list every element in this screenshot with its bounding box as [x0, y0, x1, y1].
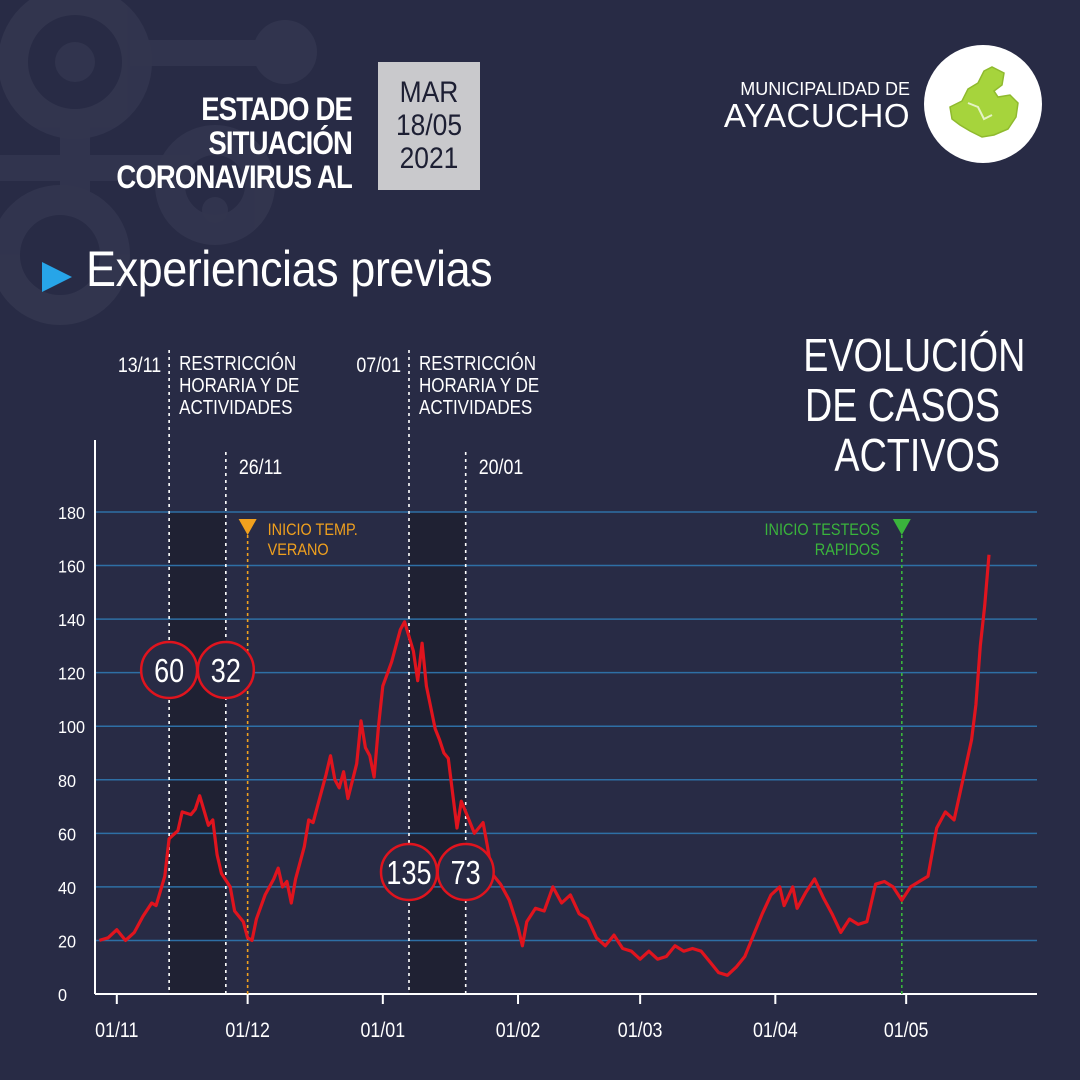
- x-tick-label-01/04: 01/04: [753, 1019, 798, 1043]
- x-tick-label-01/12: 01/12: [225, 1019, 270, 1043]
- event-label-1-1: INICIO TEMP.: [268, 521, 358, 539]
- organization-line1: MUNICIPALIDAD DE: [740, 79, 910, 99]
- organization-name: MUNICIPALIDAD DE AYACUCHO: [700, 80, 910, 132]
- restriction-label-1-3: ACTIVIDADES: [179, 396, 292, 419]
- report-title-line2: CORONAVIRUS AL: [116, 159, 353, 195]
- y-tick-label-180: 180: [58, 503, 85, 523]
- event-label-2-1: INICIO TESTEOS: [765, 521, 880, 539]
- y-tick-label-140: 140: [58, 610, 85, 630]
- restriction-band-1: [169, 512, 226, 994]
- value-badge-text-start-1: 60: [154, 654, 184, 690]
- event-marker-2: [892, 519, 911, 535]
- y-tick-label-40: 40: [58, 878, 76, 898]
- x-tick-label-01/05: 01/05: [884, 1019, 929, 1043]
- active-cases-line: [98, 554, 991, 977]
- y-tick-label-120: 120: [58, 664, 85, 684]
- restriction-band-2: [409, 512, 466, 994]
- event-marker-1: [238, 519, 257, 535]
- chart-title-line1: EVOLUCIÓN: [803, 329, 1026, 381]
- restriction-label-2-2: HORARIA Y DE: [419, 374, 539, 397]
- report-date: MAR 18/05 2021: [378, 62, 480, 190]
- map-logo-icon: [949, 66, 1019, 138]
- municipality-logo: [924, 45, 1042, 163]
- event-label-1-2: VERANO: [268, 541, 329, 559]
- y-tick-label-80: 80: [58, 771, 76, 791]
- restriction-label-1-2: HORARIA Y DE: [179, 374, 299, 397]
- restriction-end-date-2: 20/01: [479, 456, 524, 480]
- chart-title-line2: DE CASOS: [805, 379, 1000, 431]
- chart-title: EVOLUCIÓN DE CASOS ACTIVOS: [803, 329, 1026, 481]
- section-title: Experiencias previas: [86, 241, 493, 297]
- restriction-start-date-2: 07/01: [356, 354, 401, 378]
- x-tick-label-01/03: 01/03: [618, 1019, 663, 1043]
- x-tick-label-01/02: 01/02: [496, 1019, 541, 1043]
- y-tick-label-160: 160: [58, 557, 85, 577]
- y-tick-label-100: 100: [58, 717, 85, 737]
- y-tick-label-0: 0: [58, 985, 67, 1005]
- play-triangle-icon: [42, 262, 72, 292]
- x-tick-label-01/11: 01/11: [95, 1019, 138, 1043]
- report-date-year: 2021: [399, 142, 459, 175]
- restriction-label-1-1: RESTRICCIÓN: [179, 352, 296, 375]
- value-badge-text-start-2: 135: [386, 856, 431, 892]
- report-date-weekday: MAR: [399, 76, 459, 109]
- restriction-label-2-3: ACTIVIDADES: [419, 396, 532, 419]
- report-title: ESTADO DE SITUACIÓN CORONAVIRUS AL: [84, 91, 353, 195]
- y-tick-label-20: 20: [58, 932, 76, 952]
- restriction-end-date-1: 26/11: [239, 456, 282, 480]
- report-date-day: 18/05: [395, 109, 463, 142]
- restriction-label-2-1: RESTRICCIÓN: [419, 352, 536, 375]
- organization-line2: AYACUCHO: [723, 97, 910, 134]
- value-badge-end-2: [436, 842, 495, 902]
- event-label-2-2: RAPIDOS: [815, 541, 880, 559]
- restriction-start-date-1: 13/11: [118, 354, 161, 378]
- value-badge-text-end-2: 73: [451, 856, 481, 892]
- y-tick-label-60: 60: [58, 825, 76, 845]
- value-badge-text-end-1: 32: [211, 654, 241, 690]
- value-badge-end-1: [196, 640, 256, 700]
- report-title-line1: ESTADO DE SITUACIÓN: [201, 91, 353, 161]
- x-tick-label-01/01: 01/01: [361, 1019, 406, 1043]
- chart-title-line3: ACTIVOS: [834, 429, 1000, 481]
